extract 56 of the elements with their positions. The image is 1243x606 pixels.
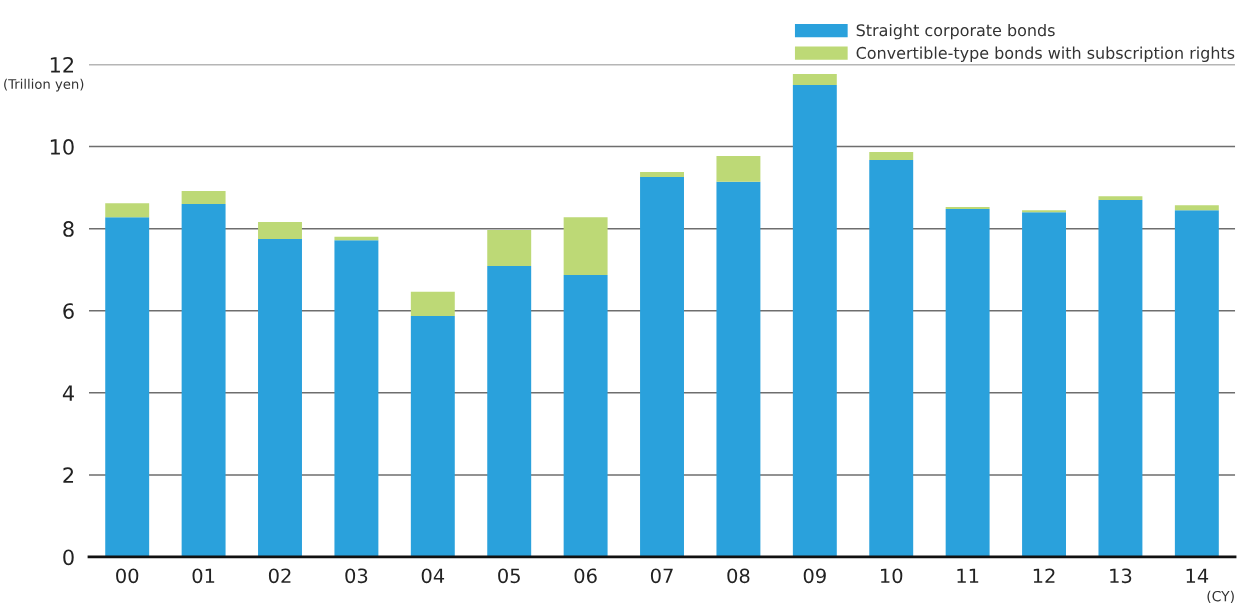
bar bbox=[1098, 199, 1143, 557]
bar bbox=[640, 176, 684, 557]
y-tick-label: 8 bbox=[63, 221, 74, 237]
x-tick-label: 12 bbox=[1033, 568, 1055, 583]
x-tick-label: 13 bbox=[1110, 568, 1132, 584]
x-tick-label: 04 bbox=[421, 568, 445, 584]
bar bbox=[869, 160, 914, 557]
bar bbox=[1022, 210, 1066, 213]
y-tick-label: 2 bbox=[63, 467, 74, 483]
y-tick-label: 10 bbox=[50, 139, 74, 155]
bar bbox=[487, 229, 532, 266]
bar bbox=[105, 203, 150, 218]
bar bbox=[181, 204, 226, 557]
bar bbox=[563, 275, 608, 557]
bar bbox=[716, 156, 761, 182]
x-tick-label: 14 bbox=[1186, 568, 1209, 583]
bar bbox=[258, 222, 302, 239]
x-tick-label: 00 bbox=[116, 568, 139, 584]
bar bbox=[487, 265, 532, 557]
x-axis-title: (CY) bbox=[1207, 590, 1234, 604]
x-tick-label: 05 bbox=[498, 568, 520, 584]
legend-label: Straight corporate bonds bbox=[856, 23, 1055, 40]
x-tick-label: 11 bbox=[957, 568, 979, 583]
y-tick-label: 0 bbox=[63, 549, 74, 566]
bar bbox=[945, 208, 990, 557]
bar bbox=[410, 316, 455, 557]
x-tick-label: 09 bbox=[803, 568, 826, 584]
x-tick-label: 03 bbox=[345, 568, 368, 584]
bar bbox=[869, 151, 914, 161]
legend-label: Convertible-type bonds with subscription rights bbox=[856, 46, 1235, 63]
bar bbox=[1174, 210, 1219, 557]
bar bbox=[792, 73, 837, 85]
x-tick-label: 07 bbox=[650, 568, 673, 584]
bar bbox=[105, 217, 150, 557]
bar bbox=[1098, 196, 1143, 200]
bar bbox=[258, 238, 302, 557]
x-tick-label: 08 bbox=[727, 568, 750, 584]
bar bbox=[945, 206, 990, 209]
x-tick-label: 10 bbox=[881, 568, 903, 584]
bar bbox=[410, 291, 455, 317]
y-tick-label: 12 bbox=[50, 56, 74, 73]
bar bbox=[1174, 205, 1219, 211]
x-tick-label: 01 bbox=[192, 568, 215, 584]
y-tick-label: 4 bbox=[62, 385, 74, 401]
bar bbox=[716, 181, 761, 557]
x-tick-label: 06 bbox=[574, 568, 597, 584]
bar bbox=[640, 172, 684, 177]
y-axis-title: (Trillion yen) bbox=[4, 78, 84, 92]
bar bbox=[792, 85, 837, 557]
x-tick-label: 02 bbox=[268, 568, 291, 584]
y-tick-label: 6 bbox=[63, 303, 74, 319]
bar bbox=[1022, 212, 1066, 557]
bar bbox=[334, 240, 379, 557]
bar bbox=[181, 190, 226, 205]
bar bbox=[334, 236, 379, 241]
bar bbox=[563, 217, 608, 276]
